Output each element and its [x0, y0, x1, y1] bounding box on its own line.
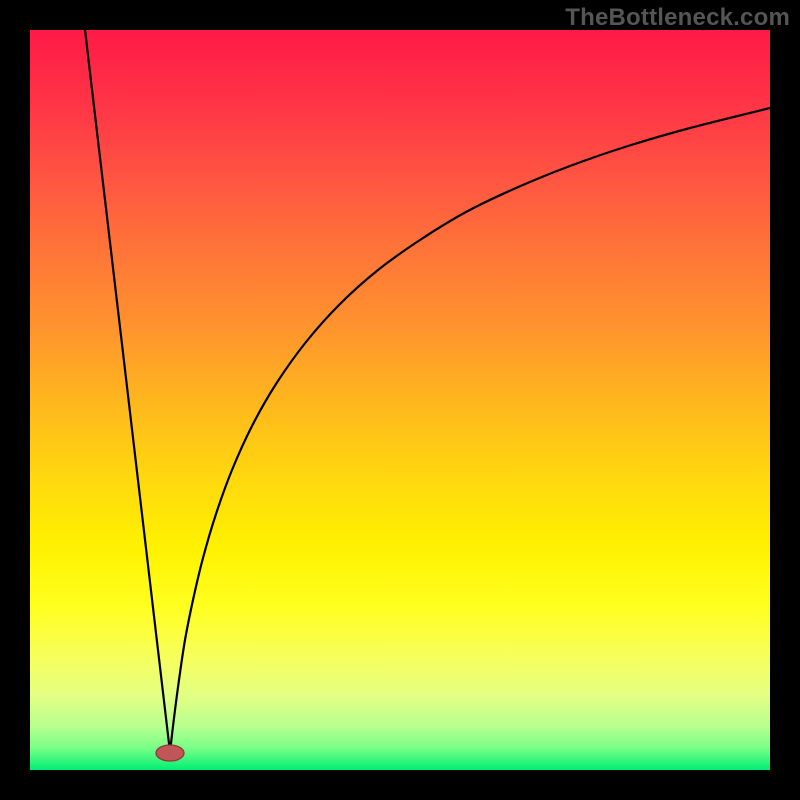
chart-frame: [0, 0, 800, 800]
minimum-marker: [156, 745, 184, 761]
gradient-background: [30, 30, 770, 770]
chart-svg: [0, 0, 800, 800]
watermark-text: TheBottleneck.com: [565, 4, 790, 32]
